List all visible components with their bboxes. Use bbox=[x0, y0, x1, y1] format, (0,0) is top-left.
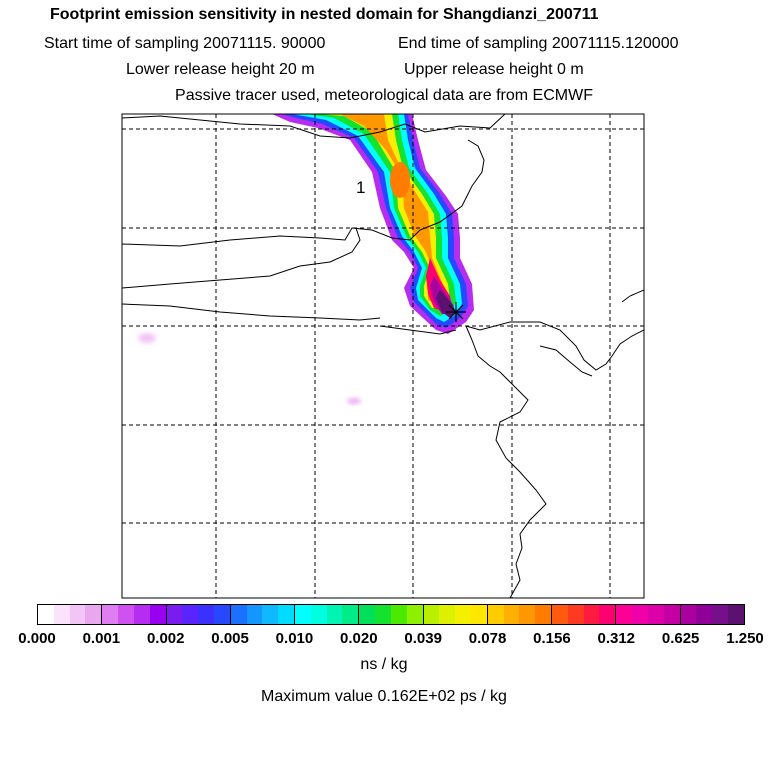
colorbar-segment bbox=[149, 605, 167, 624]
colorbar-tick-label: 0.312 bbox=[597, 630, 636, 647]
plot-title: Footprint emission sensitivity in nested… bbox=[50, 6, 599, 23]
colorbar-unit: ns / kg bbox=[360, 656, 408, 673]
colorbar-tick-label: 0.020 bbox=[340, 630, 378, 647]
colorbar-segment bbox=[535, 605, 552, 624]
colorbar-segment bbox=[455, 605, 471, 624]
colorbar-segment bbox=[696, 605, 713, 624]
colorbar-segment bbox=[583, 605, 600, 624]
colorbar-segment bbox=[519, 605, 536, 624]
colorbar-segment bbox=[69, 605, 86, 624]
colorbar-segment bbox=[118, 605, 134, 624]
coastlines bbox=[122, 114, 644, 598]
lower-release-height: Lower release height 20 m bbox=[126, 61, 315, 78]
colorbar-segment bbox=[166, 605, 183, 624]
colorbar-segment bbox=[616, 605, 633, 624]
start-sampling-time: Start time of sampling 20071115. 90000 bbox=[44, 35, 326, 52]
colorbar-segment bbox=[632, 605, 648, 624]
footprint-map: 1 bbox=[121, 113, 645, 599]
upper-release-height: Upper release height 0 m bbox=[404, 61, 584, 78]
end-sampling-time: End time of sampling 20071115.120000 bbox=[398, 35, 679, 52]
colorbar-segment bbox=[375, 605, 391, 624]
receptor-label: 1 bbox=[356, 178, 365, 197]
colorbar-tick-label: 0.039 bbox=[404, 630, 442, 647]
colorbar-segment bbox=[326, 605, 343, 624]
colorbar-segment bbox=[213, 605, 231, 624]
colorbar-tick-label: 0.625 bbox=[661, 630, 700, 647]
colorbar-tick-label: 0.156 bbox=[533, 630, 571, 647]
colorbar-segment bbox=[310, 605, 327, 624]
colorbar-segment bbox=[647, 605, 664, 624]
colorbar-segment bbox=[342, 605, 360, 624]
colorbar-segment bbox=[246, 605, 263, 624]
colorbar-segment bbox=[198, 605, 214, 624]
colorbar-segment bbox=[439, 605, 456, 624]
colorbar bbox=[37, 604, 745, 625]
colorbar-segment bbox=[133, 605, 150, 624]
tracer-info: Passive tracer used, meteorological data… bbox=[175, 87, 593, 104]
colorbar-tick-label: 0.005 bbox=[211, 630, 249, 647]
colorbar-tick-label: 0.001 bbox=[82, 630, 121, 647]
map-frame bbox=[121, 113, 645, 599]
colorbar-segment bbox=[552, 605, 568, 624]
colorbar-segment bbox=[680, 605, 697, 624]
colorbar-segment bbox=[359, 605, 376, 624]
colorbar-segment bbox=[727, 605, 744, 624]
colorbar-tick-label: 0.000 bbox=[18, 630, 56, 647]
colorbar-segment bbox=[470, 605, 488, 624]
receptor-star-icon bbox=[446, 302, 466, 322]
colorbar-segment bbox=[406, 605, 424, 624]
colorbar-segment bbox=[230, 605, 247, 624]
colorbar-segment bbox=[390, 605, 407, 624]
colorbar-segment bbox=[38, 605, 54, 624]
colorbar-segment bbox=[182, 605, 199, 624]
footprint-plume bbox=[138, 114, 474, 404]
colorbar-tick-label: 0.078 bbox=[468, 630, 507, 647]
maximum-value: Maximum value 0.162E+02 ps / kg bbox=[261, 688, 507, 705]
colorbar-segment bbox=[423, 605, 440, 624]
colorbar-tick-label: 1.250 bbox=[726, 630, 764, 647]
colorbar-segment bbox=[487, 605, 504, 624]
colorbar-segment bbox=[102, 605, 119, 624]
colorbar-segment bbox=[262, 605, 279, 624]
colorbar-segment bbox=[85, 605, 103, 624]
colorbar-tick-label: 0.002 bbox=[146, 630, 185, 647]
colorbar-segment bbox=[295, 605, 311, 624]
colorbar-segment bbox=[278, 605, 295, 624]
colorbar-segment bbox=[567, 605, 584, 624]
colorbar-tick-label: 0.010 bbox=[275, 630, 314, 647]
colorbar-segment bbox=[503, 605, 520, 624]
map-gridlines bbox=[122, 114, 644, 598]
colorbar-segment bbox=[663, 605, 681, 624]
colorbar-segment bbox=[53, 605, 70, 624]
colorbar-segment bbox=[599, 605, 617, 624]
colorbar-segment bbox=[712, 605, 728, 624]
